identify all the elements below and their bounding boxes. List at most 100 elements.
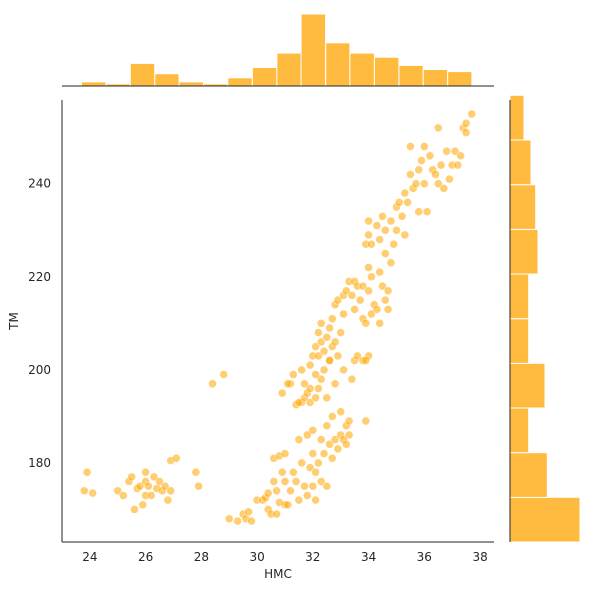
scatter-point	[277, 388, 287, 398]
scatter-point	[386, 216, 396, 226]
scatter-point	[375, 267, 385, 277]
marginal-y-bar	[509, 318, 530, 364]
scatter-point	[247, 516, 256, 526]
scatter-point	[367, 309, 376, 319]
scatter-point	[372, 305, 382, 314]
marginal-x-bar	[81, 81, 107, 87]
scatter-point	[453, 160, 463, 170]
scatter-point	[269, 477, 279, 486]
x-tick-label: 26	[138, 550, 153, 564]
scatter-point	[138, 500, 148, 510]
marginal-y-bar	[509, 362, 546, 409]
x-tick-label: 34	[361, 550, 376, 564]
scatter-point	[283, 500, 293, 510]
scatter-point	[330, 435, 340, 444]
marginal-x-bar	[422, 69, 449, 87]
scatter-point	[467, 109, 477, 119]
x-tick-label: 24	[82, 550, 97, 564]
scatter-point	[439, 184, 449, 193]
scatter-point	[364, 263, 373, 272]
scatter-point	[277, 467, 287, 477]
scatter-point	[305, 463, 315, 472]
scatter-point	[319, 365, 329, 375]
scatter-point	[308, 449, 318, 458]
scatter-point	[286, 486, 295, 496]
scatter-point	[297, 365, 307, 375]
y-tick-labels: 180 200 220 240	[28, 177, 51, 470]
scatter-point	[383, 286, 393, 296]
x-tick-label: 28	[194, 550, 209, 564]
scatter-point	[300, 481, 309, 491]
scatter-point	[308, 425, 318, 435]
scatter-point	[316, 435, 326, 444]
scatter-point	[325, 323, 334, 333]
scatter-point	[244, 507, 253, 517]
scatter-point	[325, 356, 334, 365]
scatter-point	[341, 439, 351, 449]
scatter-point	[316, 337, 326, 347]
marginal-x-bar	[373, 56, 400, 87]
scatter-point	[339, 365, 348, 375]
scatter-point	[146, 491, 156, 500]
marginal-y-bar	[509, 94, 525, 141]
scatter-point	[431, 170, 440, 179]
scatter-point	[294, 398, 304, 407]
x-axis-title: HMC	[264, 567, 292, 581]
scatter-point	[336, 407, 346, 417]
scatter-point	[322, 332, 332, 342]
marginal-y-bar	[509, 184, 537, 230]
scatter-point	[353, 351, 362, 361]
scatter-point	[364, 286, 373, 296]
y-tick-label: 240	[28, 177, 51, 191]
scatter-point	[403, 198, 412, 207]
scatter-point	[380, 295, 390, 305]
x-tick-labels: 24 26 28 30 32 34 36 38	[82, 550, 487, 564]
y-tick-label: 200	[28, 363, 51, 377]
scatter-point	[330, 379, 340, 389]
scatter-point	[378, 281, 387, 291]
scatter-point	[442, 146, 451, 156]
scatter-point	[314, 384, 323, 393]
scatter-point	[392, 226, 401, 235]
scatter-point	[364, 230, 373, 240]
scatter-point	[367, 239, 376, 249]
scatter-point	[305, 398, 315, 407]
scatter-point	[194, 481, 203, 491]
scatter-point	[414, 207, 424, 216]
scatter-point	[397, 212, 407, 221]
scatter-point	[191, 467, 201, 477]
scatter-point	[325, 439, 334, 449]
scatter-point	[144, 481, 153, 491]
scatter-point	[311, 342, 320, 351]
scatter-point	[283, 379, 293, 389]
scatter-point	[386, 258, 396, 268]
scatter-point	[375, 235, 385, 244]
scatter-point	[308, 481, 318, 491]
scatter-points	[80, 109, 477, 526]
scatter-point	[389, 239, 399, 249]
scatter-point	[233, 516, 242, 526]
scatter-point	[119, 491, 128, 500]
scatter-point	[297, 458, 307, 468]
scatter-point	[280, 449, 290, 458]
marginal-x-bar	[227, 77, 253, 87]
y-tick-label: 220	[28, 270, 51, 284]
scatter-point	[311, 393, 320, 403]
scatter-point	[172, 453, 181, 463]
scatter-point	[311, 370, 320, 379]
marginal-x-bar	[325, 42, 351, 87]
scatter-point	[294, 435, 304, 444]
scatter-point	[166, 486, 175, 496]
scatter-point	[406, 142, 415, 151]
scatter-point	[155, 477, 164, 486]
scatter-point	[160, 481, 170, 491]
scatter-point	[316, 318, 326, 328]
marginal-y-bar	[509, 228, 539, 275]
scatter-point	[436, 160, 446, 170]
scatter-point	[341, 286, 351, 296]
scatter-point	[280, 477, 290, 486]
scatter-point	[400, 230, 410, 240]
scatter-point	[322, 393, 332, 403]
scatter-point	[319, 346, 329, 356]
